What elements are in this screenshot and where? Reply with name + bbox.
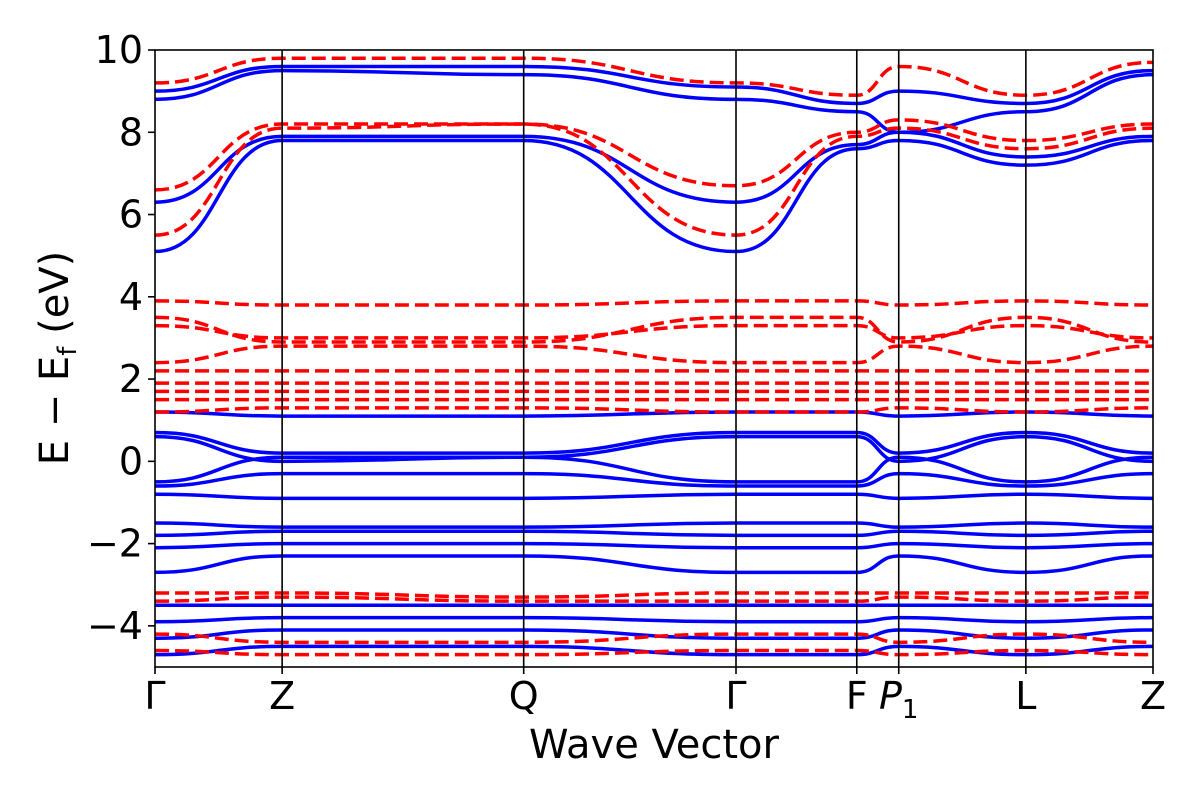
red-dashed-band-11 [155, 406, 1153, 414]
blue-solid-band-7 [155, 455, 1153, 484]
x-tick-label-6: L [1015, 674, 1036, 718]
x-tick-label-4: F [846, 674, 868, 718]
red-dashed-band-1 [155, 118, 1153, 192]
y-axis-ticks: −4 −2 0 2 4 6 8 10 [87, 28, 155, 648]
y-axis-title-sub: f [53, 346, 83, 356]
blue-solid-band-9 [155, 492, 1153, 501]
blue-solid-band-12 [155, 541, 1153, 550]
x-tick-label-0: Γ [144, 674, 165, 718]
y-tick-label-0: −4 [87, 604, 143, 648]
red-dashed-band-3 [155, 299, 1153, 307]
y-tick-label-5: 6 [119, 193, 143, 237]
x-tick-label-5: P1 [879, 674, 918, 725]
y-tick-label-3: 2 [119, 357, 143, 401]
red-dashed-band-4 [155, 315, 1153, 344]
bands-layer [155, 56, 1153, 657]
blue-solid-band-2 [155, 68, 1153, 135]
plot-area [154, 49, 1154, 668]
x-axis-ticks: Γ Z Q Γ F P1 L Z [144, 667, 1166, 725]
y-axis-title-main: E − E [32, 356, 78, 466]
x-tick-label-3: Γ [725, 674, 746, 718]
y-tick-label-7: 10 [95, 28, 143, 72]
red-dashed-band-5 [155, 323, 1153, 340]
blue-solid-band-1 [155, 130, 1153, 204]
x-tick-label-7: Z [1140, 674, 1166, 718]
y-axis-title: E − Ef (eV) [32, 251, 83, 466]
blue-solid-band-15 [155, 615, 1153, 624]
x-tick-label-2: Q [509, 674, 539, 718]
red-dashed-band-13 [155, 595, 1153, 603]
y-tick-label-6: 8 [119, 110, 143, 154]
kpoint-lines [281, 50, 1027, 667]
x-tick-label-1: Z [269, 674, 295, 718]
blue-solid-band-10 [155, 521, 1153, 529]
red-dashed-band-2 [155, 56, 1153, 97]
x-axis-title: Wave Vector [529, 722, 780, 768]
blue-solid-band-13 [155, 554, 1153, 575]
blue-solid-band-11 [155, 529, 1153, 538]
y-tick-label-1: −2 [87, 522, 143, 566]
red-dashed-band-6 [155, 344, 1153, 365]
y-axis-title-tail: (eV) [32, 251, 78, 347]
y-tick-label-4: 4 [119, 275, 143, 319]
y-tick-label-2: 0 [119, 439, 143, 483]
blue-solid-band-6 [155, 434, 1153, 464]
plot-frame [154, 49, 1154, 668]
